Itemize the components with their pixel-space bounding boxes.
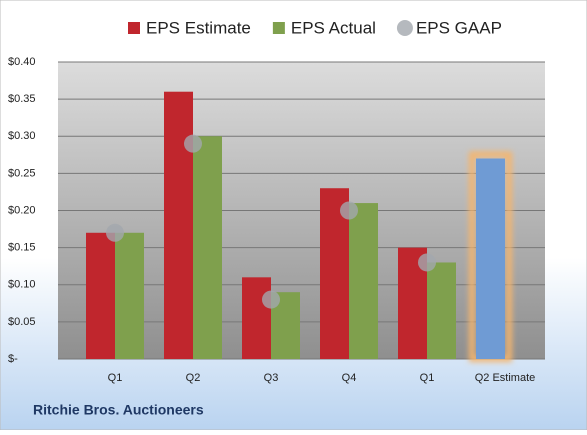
gaap-dot bbox=[106, 223, 124, 242]
gaap-dot bbox=[418, 253, 436, 272]
chart-title: Ritchie Bros. Auctioneers bbox=[33, 402, 204, 418]
gaap-dot bbox=[262, 290, 280, 309]
y-tick-label: $- bbox=[8, 353, 18, 365]
x-tick-label: Q2 bbox=[186, 372, 201, 384]
legend-swatch bbox=[272, 22, 285, 34]
gaap-dot bbox=[340, 201, 358, 220]
legend-swatch bbox=[396, 20, 413, 36]
y-tick-label: $0.30 bbox=[8, 130, 36, 142]
y-tick-label: $0.15 bbox=[8, 242, 36, 254]
bar bbox=[349, 203, 378, 359]
y-tick-label: $0.25 bbox=[8, 167, 36, 179]
y-tick-label: $0.40 bbox=[8, 56, 36, 68]
bar bbox=[86, 232, 115, 359]
bar bbox=[476, 158, 505, 359]
x-tick-label: Q1 bbox=[420, 372, 435, 384]
x-tick-label: Q1 bbox=[108, 372, 123, 384]
legend-swatch bbox=[128, 22, 140, 34]
legend-label: EPS Actual bbox=[291, 18, 376, 37]
bar bbox=[242, 277, 271, 359]
legend-label: EPS Estimate bbox=[146, 18, 251, 37]
x-tick-label: Q2 Estimate bbox=[475, 372, 536, 384]
y-tick-label: $0.20 bbox=[8, 204, 36, 216]
bar bbox=[193, 136, 222, 359]
y-tick-label: $0.35 bbox=[8, 93, 36, 105]
x-tick-label: Q3 bbox=[264, 372, 279, 384]
x-tick-label: Q4 bbox=[342, 372, 357, 384]
bar bbox=[164, 91, 193, 359]
y-tick-label: $0.05 bbox=[8, 316, 36, 328]
gaap-dot bbox=[184, 134, 202, 153]
legend-label: EPS GAAP bbox=[416, 18, 502, 37]
bar bbox=[115, 232, 144, 359]
y-tick-label: $0.10 bbox=[8, 279, 36, 291]
bar bbox=[427, 262, 456, 359]
